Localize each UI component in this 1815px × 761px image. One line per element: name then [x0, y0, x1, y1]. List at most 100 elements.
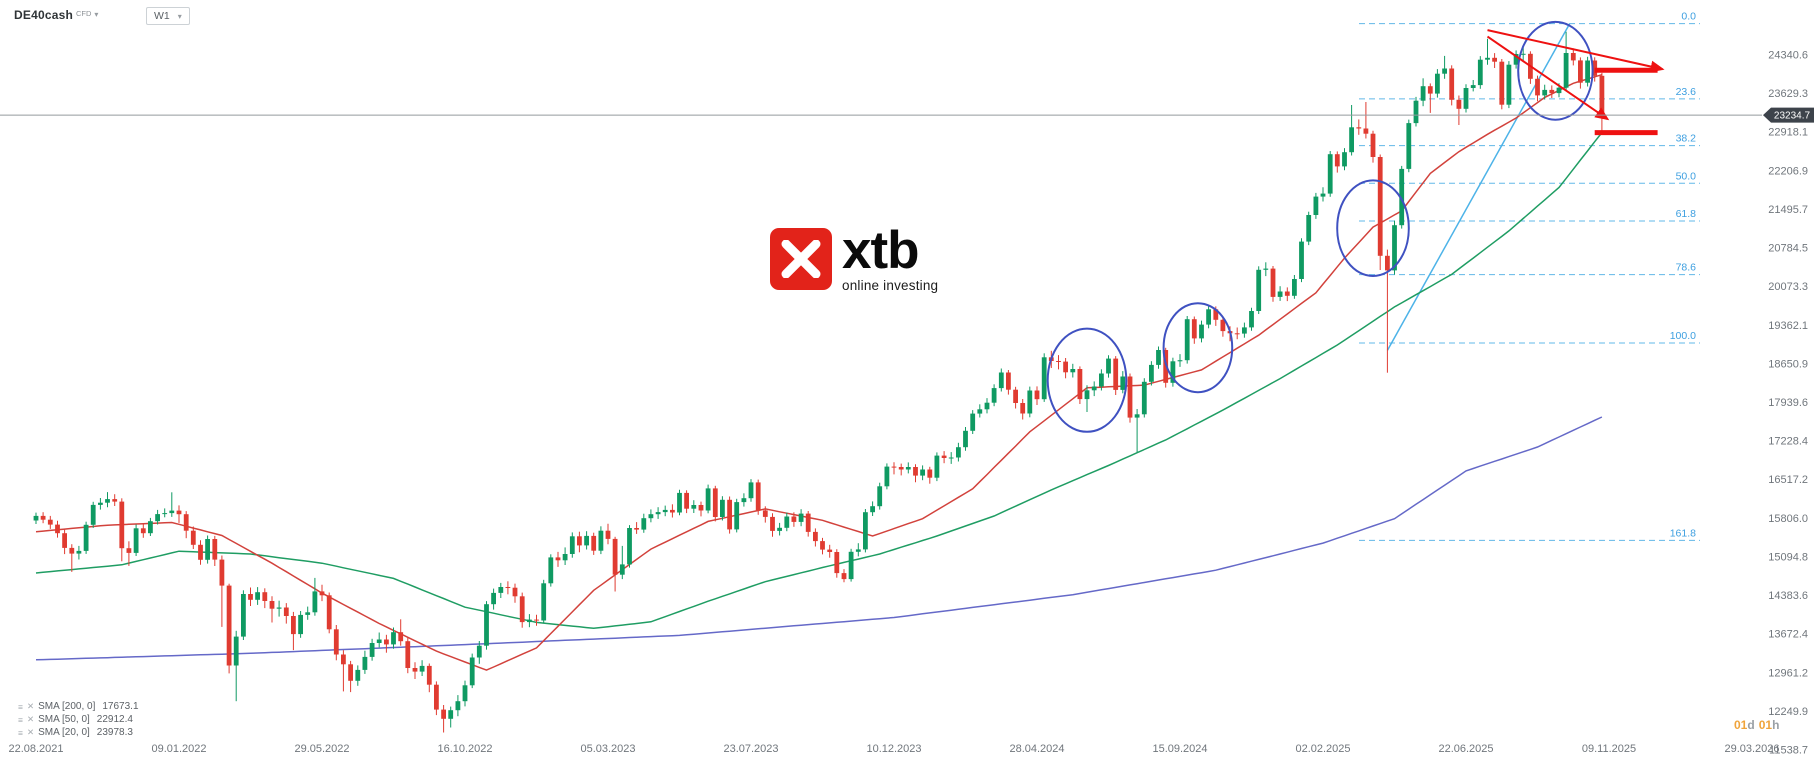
- candle-body: [834, 552, 840, 574]
- candle-body: [977, 409, 983, 414]
- y-axis-label: 17228.4: [1768, 436, 1808, 448]
- x-axis-label: 10.12.2023: [866, 743, 921, 755]
- indicator-settings-icon[interactable]: ≡: [18, 701, 23, 712]
- candle-body: [412, 668, 418, 672]
- timeframe-selector[interactable]: W1 ▾: [146, 7, 190, 25]
- candle-body: [312, 591, 318, 613]
- candle-body: [1342, 152, 1347, 167]
- y-axis-label: 21495.7: [1768, 204, 1808, 216]
- sma-200-line[interactable]: [35, 416, 1603, 661]
- annotation-ellipse[interactable]: [1046, 327, 1128, 433]
- brand-tagline: online investing: [842, 277, 939, 293]
- candle-body: [1149, 364, 1154, 382]
- candle-body: [133, 528, 139, 553]
- indicator-label: SMA [50, 0]: [38, 714, 90, 725]
- sma-20-line[interactable]: [35, 73, 1603, 671]
- annotation-trendline[interactable]: [1486, 35, 1610, 121]
- candle-body: [1556, 87, 1562, 94]
- candle-body: [1449, 68, 1455, 100]
- candle-body: [1513, 54, 1519, 65]
- candle-body: [441, 709, 446, 719]
- fib-baseline[interactable]: [1386, 23, 1571, 351]
- candle-body: [1327, 154, 1333, 194]
- countdown-days-unit: d: [1747, 718, 1755, 732]
- fibonacci-retracement[interactable]: 0.0 23.6 38.2 50.0 61.8 78.6 100.0 161.8: [1359, 11, 1700, 541]
- candle-body: [384, 639, 389, 645]
- candle-body: [1442, 68, 1447, 74]
- fib-level-label: 23.6: [1676, 86, 1697, 98]
- x-axis-label: 22.06.2025: [1438, 743, 1493, 755]
- candle-body: [1470, 85, 1476, 88]
- candle-body: [469, 657, 475, 686]
- fib-level-label: 0.0: [1681, 11, 1696, 23]
- candle-body: [1492, 57, 1497, 62]
- candle-body: [1420, 86, 1426, 101]
- candle-body: [1020, 403, 1026, 414]
- remove-indicator-icon[interactable]: ✕: [26, 701, 35, 711]
- candle-body: [1399, 168, 1405, 226]
- candle-body: [55, 524, 60, 534]
- candle-body: [183, 514, 189, 531]
- candle-body: [527, 619, 532, 623]
- candle-body: [169, 510, 175, 514]
- y-axis-label: 18650.9: [1768, 358, 1808, 370]
- sma-50-line[interactable]: [35, 132, 1603, 630]
- x-axis-label: 09.11.2025: [1582, 743, 1636, 755]
- candle-body: [1313, 196, 1319, 215]
- chart-annotations[interactable]: [1046, 20, 1665, 433]
- candle-body: [784, 516, 790, 528]
- fib-level-label: 100.0: [1670, 330, 1696, 342]
- instrument-selector[interactable]: DE40cash CFD ▾: [14, 8, 98, 22]
- annotation-ellipse[interactable]: [1517, 20, 1594, 121]
- annotation-trendline[interactable]: [1487, 29, 1665, 73]
- candle-body: [577, 536, 582, 546]
- candle-body: [1306, 215, 1312, 242]
- candle-body: [605, 530, 611, 539]
- y-axis-label: 15806.0: [1768, 513, 1808, 525]
- candle-body: [1184, 319, 1190, 361]
- annotation-ellipse[interactable]: [1336, 179, 1410, 277]
- candle-body: [298, 614, 303, 635]
- candle-body: [62, 533, 67, 548]
- candle-body: [69, 547, 75, 554]
- candle-body: [612, 538, 618, 575]
- x-axis-label: 16.10.2022: [437, 743, 492, 755]
- remove-indicator-icon[interactable]: ✕: [26, 727, 35, 737]
- candle-body: [863, 512, 868, 550]
- brand-name: xtb: [842, 221, 920, 280]
- candle-body: [491, 592, 496, 605]
- instrument-type-badge: CFD: [75, 9, 92, 18]
- candle-body: [1542, 89, 1548, 96]
- candle-body: [83, 524, 89, 551]
- candle-body: [1084, 390, 1090, 400]
- remove-indicator-icon[interactable]: ✕: [26, 714, 35, 724]
- instrument-name[interactable]: DE40cash: [14, 8, 73, 22]
- candle-body: [691, 505, 697, 509]
- fib-level-label: 161.8: [1670, 527, 1696, 539]
- candle-body: [712, 488, 718, 517]
- candle-body: [369, 643, 375, 657]
- indicator-legend: ≡ ✕ SMA [200, 0] 17673.1 ≡ ✕ SMA [50, 0]…: [18, 700, 139, 739]
- indicator-settings-icon[interactable]: ≡: [18, 727, 23, 738]
- candle-body: [198, 544, 203, 560]
- countdown-hours-unit: h: [1772, 718, 1780, 732]
- candle-body: [434, 684, 439, 710]
- y-axis-label: 11538.7: [1769, 745, 1808, 757]
- candle-body: [1363, 128, 1369, 134]
- candle-body: [727, 499, 732, 530]
- candle-body: [255, 592, 260, 600]
- candle-body: [1334, 154, 1340, 167]
- y-axis-label: 13672.4: [1768, 629, 1808, 641]
- candlestick-series: [33, 31, 1605, 733]
- indicator-settings-icon[interactable]: ≡: [18, 714, 23, 725]
- candle-body: [1563, 53, 1569, 88]
- x-axis-label: 22.08.2021: [8, 743, 63, 755]
- candle-body: [348, 664, 353, 681]
- candle-body: [1106, 358, 1111, 374]
- annotation-ellipse[interactable]: [1162, 302, 1234, 394]
- candle-body: [941, 455, 947, 458]
- chevron-down-icon[interactable]: ▾: [94, 10, 99, 19]
- candle-body: [519, 596, 525, 623]
- y-axis-label: 15094.8: [1768, 552, 1808, 564]
